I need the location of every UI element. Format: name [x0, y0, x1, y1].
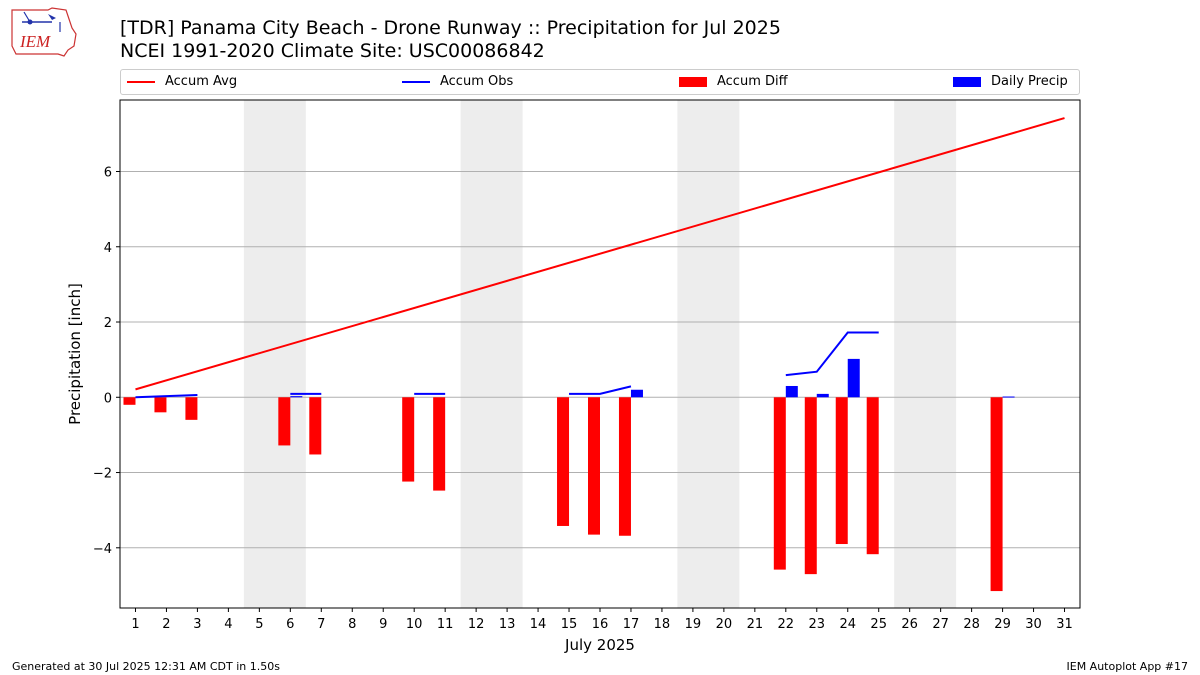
- x-axis-label: July 2025: [564, 636, 635, 654]
- legend-label: Accum Avg: [165, 74, 238, 89]
- daily-precip-bar: [847, 358, 860, 398]
- x-tick-label: 9: [379, 617, 387, 632]
- daily-precip-bar: [290, 396, 303, 398]
- accum-diff-bar: [402, 397, 415, 482]
- y-axis-label: Precipitation [inch]: [66, 283, 84, 425]
- x-tick-label: 10: [406, 617, 423, 632]
- legend-item-daily-precip: Daily Precip: [953, 74, 1068, 89]
- accum-obs-line: [569, 385, 632, 395]
- x-tick-label: 16: [592, 617, 609, 632]
- legend-swatch: [127, 80, 155, 83]
- chart-subtitle: NCEI 1991-2020 Climate Site: USC00086842: [120, 40, 545, 62]
- x-tick-label: 3: [193, 617, 201, 632]
- x-tick-label: 24: [839, 617, 856, 632]
- iem-logo-text: IEM: [19, 32, 51, 51]
- x-tick-label: 17: [623, 617, 640, 632]
- legend-item-accum-avg: Accum Avg: [127, 74, 237, 89]
- accum-diff-bar: [309, 397, 322, 455]
- y-tick-label: 4: [104, 241, 112, 256]
- x-tick-label: 12: [468, 617, 485, 632]
- legend-swatch: [402, 80, 430, 83]
- x-tick-label: 13: [499, 617, 516, 632]
- chart-title: [TDR] Panama City Beach - Drone Runway :…: [120, 17, 781, 39]
- accum-diff-bar: [835, 397, 848, 545]
- accum-diff-bar: [773, 397, 786, 570]
- x-tick-label: 28: [963, 617, 980, 632]
- daily-precip-bar: [1002, 396, 1015, 398]
- y-tick-label: −4: [93, 542, 112, 557]
- legend-item-accum-obs: Accum Obs: [402, 74, 513, 89]
- x-tick-label: 7: [317, 617, 325, 632]
- accum-diff-bar: [185, 397, 198, 420]
- accum-obs-line: [785, 331, 879, 377]
- x-tick-label: 5: [255, 617, 263, 632]
- accum-diff-bar: [618, 397, 631, 536]
- x-tick-label: 18: [654, 617, 671, 632]
- y-tick-label: −2: [93, 467, 112, 482]
- footer-app: IEM Autoplot App #17: [1066, 660, 1189, 673]
- accum-obs-line: [135, 394, 198, 399]
- x-tick-label: 4: [224, 617, 232, 632]
- accum-diff-bar: [278, 397, 291, 446]
- accum-diff-bar: [154, 397, 167, 413]
- daily-precip-bar: [816, 393, 829, 398]
- x-tick-label: 30: [1025, 617, 1042, 632]
- x-tick-label: 6: [286, 617, 294, 632]
- legend-label: Accum Obs: [440, 74, 514, 89]
- accum-diff-bar: [433, 397, 446, 491]
- accum-diff-bar: [866, 397, 879, 555]
- accum-avg-line: [135, 117, 1065, 391]
- x-tick-label: 2: [162, 617, 170, 632]
- x-tick-label: 25: [870, 617, 887, 632]
- x-tick-label: 20: [716, 617, 733, 632]
- accum-diff-bar: [990, 397, 1003, 592]
- y-tick-label: 0: [104, 391, 112, 406]
- weekend-shade: [894, 100, 957, 608]
- x-tick-label: 29: [994, 617, 1011, 632]
- iem-logo: IEM: [11, 7, 77, 57]
- x-tick-label: 27: [932, 617, 949, 632]
- daily-precip-bar: [630, 389, 643, 398]
- legend-item-accum-diff: Accum Diff: [679, 74, 788, 89]
- x-tick-label: 11: [437, 617, 454, 632]
- x-tick-label: 26: [901, 617, 918, 632]
- x-tick-label: 8: [348, 617, 356, 632]
- x-tick-label: 14: [530, 617, 547, 632]
- x-tick-label: 19: [685, 617, 702, 632]
- y-tick-label: 2: [104, 316, 112, 331]
- daily-precip-bar: [785, 385, 798, 398]
- legend: Accum Avg Accum Obs Accum Diff Daily Pre…: [120, 69, 1080, 95]
- weekend-shade: [460, 100, 523, 608]
- x-tick-label: 1: [131, 617, 139, 632]
- accum-diff-bar: [588, 397, 600, 535]
- legend-swatch: [679, 76, 707, 87]
- legend-label: Accum Diff: [717, 74, 788, 89]
- legend-label: Daily Precip: [991, 74, 1068, 89]
- footer-generated: Generated at 30 Jul 2025 12:31 AM CDT in…: [12, 660, 280, 673]
- x-tick-label: 23: [809, 617, 826, 632]
- x-tick-label: 15: [561, 617, 578, 632]
- y-tick-label: 6: [104, 165, 112, 180]
- accum-diff-bar: [123, 397, 136, 405]
- x-tick-label: 22: [778, 617, 795, 632]
- x-tick-label: 21: [747, 617, 764, 632]
- x-tick-label: 31: [1056, 617, 1073, 632]
- legend-swatch: [953, 76, 981, 87]
- accum-diff-bar: [557, 397, 570, 526]
- accum-diff-bar: [804, 397, 817, 575]
- weekend-shade: [677, 100, 740, 608]
